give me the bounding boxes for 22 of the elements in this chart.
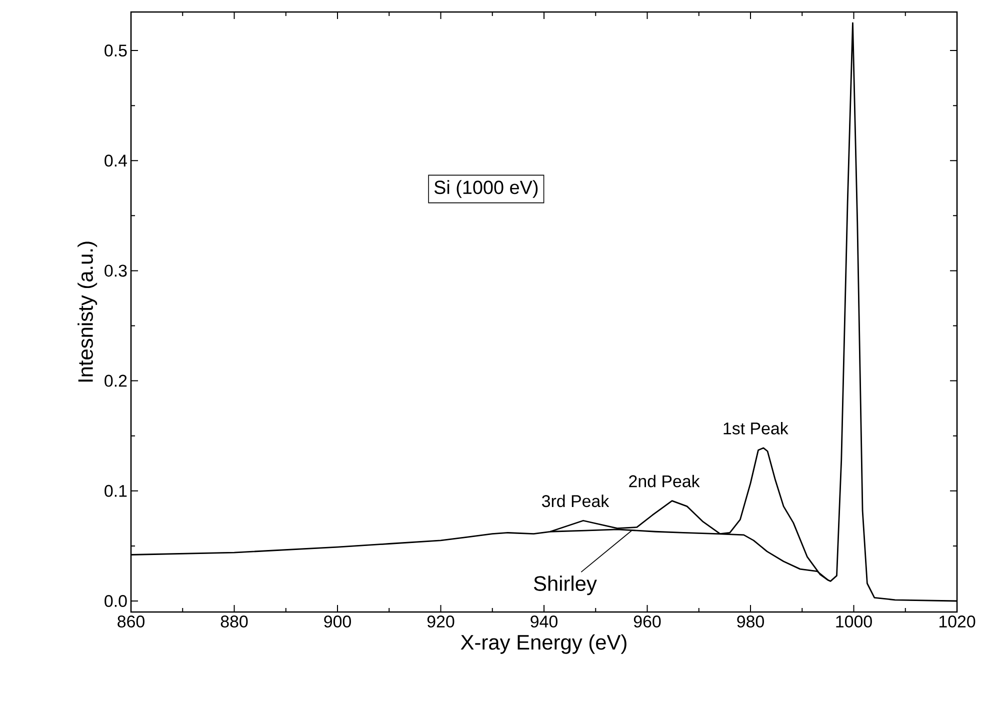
x-tick-label: 920 — [427, 616, 454, 628]
y-tick-label: 0.2 — [104, 374, 127, 387]
annotation: 1st Peak — [724, 422, 788, 434]
annotation: Si (1000 eV) — [434, 180, 538, 198]
y-tick-label: 0.0 — [104, 594, 127, 607]
x-tick-label: 980 — [737, 616, 764, 628]
x-tick-label: 900 — [324, 616, 351, 628]
annotation: 2nd Peak — [629, 474, 700, 488]
annotation: Shirley — [534, 576, 597, 596]
annotation: 3rd Peak — [542, 494, 610, 508]
y-axis-title: Intesnisty (a.u.) — [78, 242, 98, 382]
y-tick-label: 0.1 — [104, 484, 127, 497]
x-axis-title: X-ray Energy (eV) — [460, 634, 626, 654]
x-tick-label: 1000 — [836, 616, 872, 628]
x-tick-label: 860 — [118, 616, 144, 628]
y-tick-label: 0.5 — [104, 44, 127, 57]
x-tick-label: 880 — [220, 616, 248, 628]
x-tick-label: 940 — [530, 616, 558, 628]
y-tick-label: 0.3 — [104, 264, 127, 277]
x-tick-label: 960 — [634, 616, 661, 628]
x-tick-label: 1020 — [939, 616, 976, 628]
y-tick-label: 0.4 — [104, 154, 127, 167]
